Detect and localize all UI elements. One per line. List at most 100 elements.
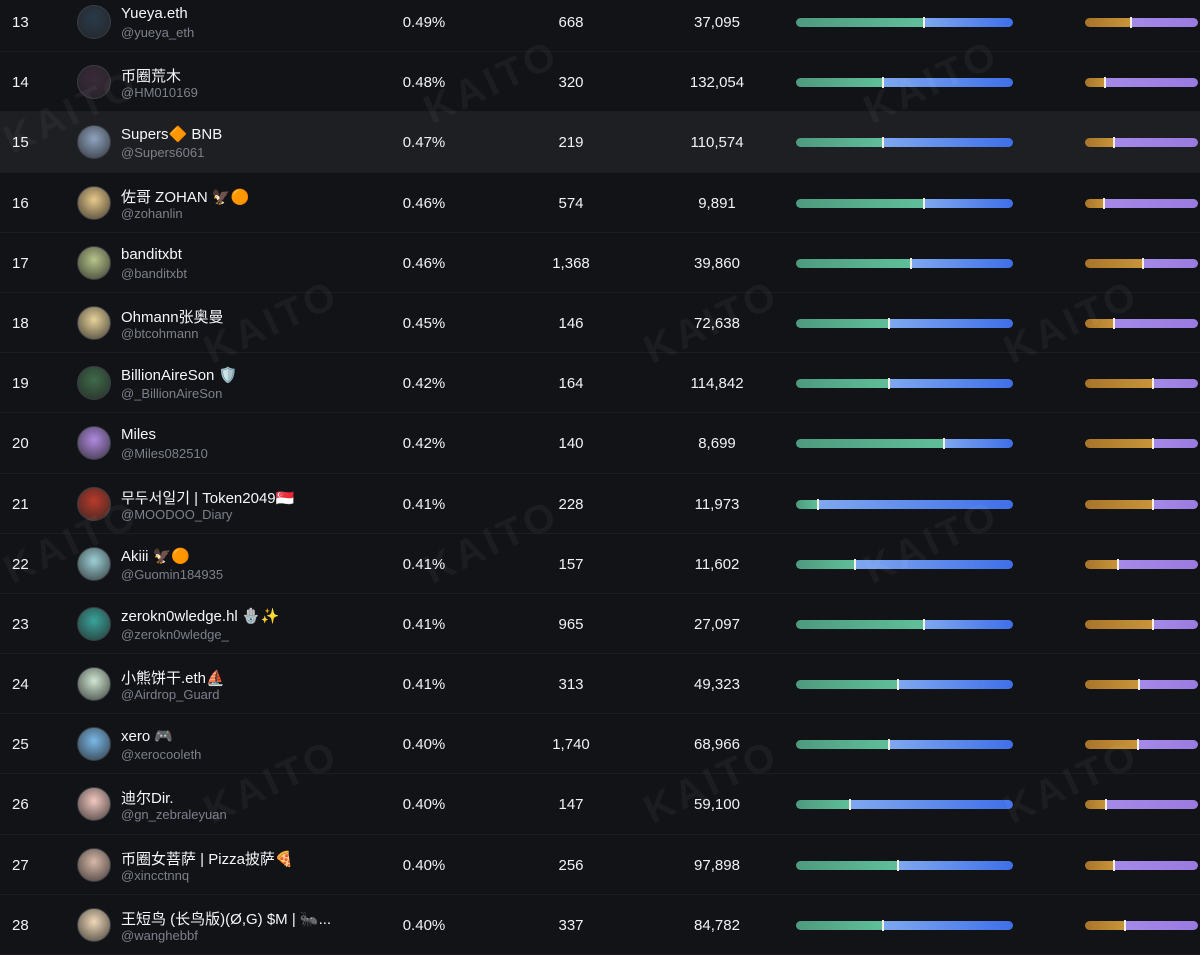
table-row[interactable]: 19 BillionAireSon 🛡️ @_BillionAireSon 0.…: [0, 353, 1200, 414]
user-name[interactable]: BillionAireSon 🛡️: [121, 367, 238, 385]
avatar[interactable]: [77, 185, 111, 220]
avatar[interactable]: [77, 426, 111, 461]
user-handle[interactable]: @zohanlin: [121, 205, 183, 221]
user-handle[interactable]: @Airdrop_Guard: [121, 687, 220, 703]
user-handle[interactable]: @btcohmann: [121, 325, 199, 341]
user-handle[interactable]: @xincctnnq: [121, 867, 190, 883]
green-blue-bar: [796, 137, 1013, 149]
avatar[interactable]: [77, 667, 111, 702]
user-handle[interactable]: @banditxbt: [121, 265, 187, 281]
user-name[interactable]: xero 🎮: [121, 728, 174, 746]
avatar[interactable]: [77, 65, 111, 100]
user-name[interactable]: Supers🔶 BNB: [121, 126, 223, 144]
table-row[interactable]: 25 xero 🎮 @xerocooleth 0.40% 1,740 68,96…: [0, 714, 1200, 775]
user-name[interactable]: Akiii 🦅🟠: [121, 547, 191, 565]
rank: 16: [12, 194, 29, 212]
user-handle[interactable]: @wanghebbf: [121, 927, 198, 943]
count-value: 668: [558, 14, 584, 31]
table-row[interactable]: 18 Ohmann张奥曼 @btcohmann 0.45% 146 72,638: [0, 293, 1200, 354]
user-handle[interactable]: @MOODOO_Diary: [121, 506, 233, 522]
avatar[interactable]: [77, 787, 111, 822]
user-name[interactable]: banditxbt: [121, 245, 182, 263]
avatar[interactable]: [77, 727, 111, 762]
avatar[interactable]: [77, 125, 111, 160]
avatar[interactable]: [77, 847, 111, 882]
user-handle[interactable]: @Supers6061: [121, 145, 205, 161]
bar-marker: [1151, 498, 1154, 510]
green-blue-bar: [796, 498, 1013, 510]
green-blue-bar: [796, 679, 1013, 691]
bar-marker: [923, 618, 926, 630]
bar-marker: [1113, 859, 1116, 871]
avatar[interactable]: [77, 366, 111, 401]
user-handle[interactable]: @zerokn0wledge_: [121, 626, 229, 642]
gold-purple-bar: [1085, 77, 1198, 89]
table-row[interactable]: 16 佐哥 ZOHAN 🦅🟠 @zohanlin 0.46% 574 9,891: [0, 173, 1200, 233]
user-handle[interactable]: @Miles082510: [121, 446, 208, 462]
table-row[interactable]: 15 Supers🔶 BNB @Supers6061 0.47% 219 110…: [0, 112, 1200, 173]
table-row[interactable]: 14 币圈荒木 @HM010169 0.48% 320 132,054: [0, 52, 1200, 113]
avatar[interactable]: [77, 245, 111, 280]
bar-marker: [910, 257, 912, 269]
user-handle[interactable]: @Guomin184935: [121, 566, 224, 582]
green-blue-bar: [796, 859, 1013, 871]
table-row[interactable]: 22 Akiii 🦅🟠 @Guomin184935 0.41% 157 11,6…: [0, 534, 1200, 594]
green-blue-bar: [796, 438, 1013, 450]
rank: 24: [12, 676, 29, 694]
bar-marker: [1105, 799, 1108, 811]
user-handle[interactable]: @gn_zebraleyuan: [121, 807, 227, 823]
user-name[interactable]: 迪尔Dir.: [121, 790, 174, 808]
gold-purple-bar: [1085, 859, 1198, 871]
gold-purple-bar: [1085, 679, 1198, 691]
user-handle[interactable]: @xerocooleth: [121, 747, 202, 763]
user-name[interactable]: zerokn0wledge.hl 🪬✨: [121, 607, 280, 625]
bar-marker: [923, 197, 926, 209]
avatar[interactable]: [77, 305, 111, 340]
table-row[interactable]: 28 王短鸟 (长鸟版)(Ø,G) $M | 🐜... @wanghebbf 0…: [0, 895, 1200, 955]
table-row[interactable]: 21 무두서일기 | Token2049🇸🇬 @MOODOO_Diary 0.4…: [0, 474, 1200, 534]
user-name[interactable]: 무두서일기 | Token2049🇸🇬: [121, 489, 295, 507]
table-row[interactable]: 13 Yueya.eth @yueya_eth 0.49% 668 37,095: [0, 0, 1200, 53]
user-handle[interactable]: @yueya_eth: [121, 25, 195, 40]
user-name[interactable]: 小熊饼干.eth⛵: [121, 670, 225, 688]
user-name[interactable]: 币圈荒木: [121, 68, 182, 86]
mindshare-percent: 0.41%: [402, 615, 446, 633]
table-row[interactable]: 20 Miles @Miles082510 0.42% 140 8,699: [0, 413, 1200, 474]
user-name[interactable]: 佐哥 ZOHAN 🦅🟠: [121, 188, 250, 206]
user-name[interactable]: 币圈女菩萨 | Pizza披萨🍕: [121, 850, 294, 868]
bar-marker: [1113, 317, 1116, 329]
count-value: 140: [558, 435, 584, 453]
user-name[interactable]: 王短鸟 (长鸟版)(Ø,G) $M | 🐜...: [121, 910, 332, 928]
count-value: 228: [558, 495, 584, 513]
avatar[interactable]: [77, 907, 111, 942]
table-row[interactable]: 26 迪尔Dir. @gn_zebraleyuan 0.40% 147 59,1…: [0, 774, 1200, 835]
avatar[interactable]: [77, 5, 111, 39]
user-name[interactable]: Yueya.eth: [121, 5, 188, 22]
bar-marker: [1123, 919, 1126, 931]
followers-value: 110,574: [690, 134, 744, 152]
followers-value: 84,782: [694, 916, 740, 934]
table-row[interactable]: 24 小熊饼干.eth⛵ @Airdrop_Guard 0.41% 313 49…: [0, 654, 1200, 715]
rank: 19: [12, 375, 29, 393]
table-row[interactable]: 17 banditxbt @banditxbt 0.46% 1,368 39,8…: [0, 233, 1200, 293]
table-row[interactable]: 23 zerokn0wledge.hl 🪬✨ @zerokn0wledge_ 0…: [0, 594, 1200, 655]
user-name[interactable]: Ohmann张奥曼: [121, 308, 224, 326]
bar-marker: [888, 739, 891, 751]
followers-value: 37,095: [694, 14, 740, 31]
table-row[interactable]: 27 币圈女菩萨 | Pizza披萨🍕 @xincctnnq 0.40% 256…: [0, 835, 1200, 895]
bar-marker: [888, 317, 891, 329]
avatar[interactable]: [77, 486, 111, 521]
followers-value: 11,973: [694, 495, 740, 513]
user-handle[interactable]: @_BillionAireSon: [121, 386, 223, 402]
gold-purple-bar: [1085, 317, 1198, 329]
user-handle[interactable]: @HM010169: [121, 85, 198, 101]
bar-marker: [942, 438, 945, 450]
followers-value: 59,100: [694, 796, 740, 814]
followers-value: 114,842: [690, 375, 744, 393]
user-name[interactable]: Miles: [121, 426, 157, 444]
avatar[interactable]: [77, 606, 111, 641]
mindshare-percent: 0.47%: [402, 134, 446, 152]
bar-marker: [896, 859, 899, 871]
avatar[interactable]: [77, 546, 111, 581]
